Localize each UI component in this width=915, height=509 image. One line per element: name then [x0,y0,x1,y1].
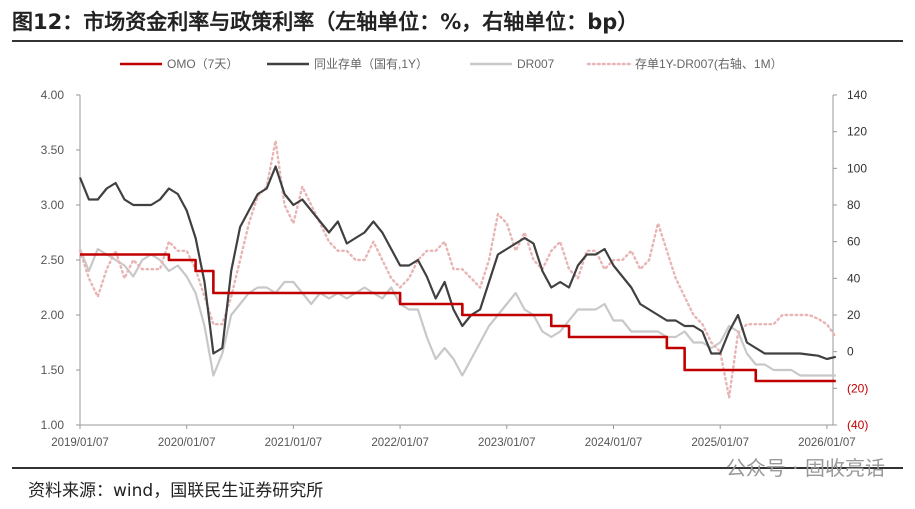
right-tick-label: 40 [847,271,861,285]
right-tick-label: (20) [847,381,868,395]
x-tick-label: 2022/01/07 [371,437,429,449]
series-lines [78,139,837,399]
legend-label-3: 存单1Y-DR007(右轴、1M） [635,56,783,71]
watermark: 公众号 · 固收亮话 [725,456,885,480]
right-tick-label: 120 [847,125,867,139]
legend-label-1: 同业存单（国有,1Y） [314,57,428,71]
x-tick-label: 2025/01/07 [691,437,749,449]
left-tick-label: 3.50 [41,143,65,157]
source-divider [12,467,903,469]
right-tick-label: 140 [847,88,867,102]
x-tick-label: 2019/01/07 [51,437,109,449]
left-tick-label: 4.00 [41,88,65,102]
right-tick-label: (40) [847,418,868,432]
x-tick-label: 2026/01/07 [798,437,856,449]
series-line-1 [78,165,837,361]
legend-label-2: DR007 [517,57,555,71]
left-tick-label: 1.00 [41,418,65,432]
left-tick-label: 2.00 [41,308,65,322]
left-tick-label: 3.00 [41,198,65,212]
x-tick-label: 2023/01/07 [478,437,536,449]
series-line-0 [80,253,836,383]
legend-label-0: OMO（7天） [167,57,238,71]
series-line-2 [78,247,836,377]
x-tick-label: 2020/01/07 [158,437,216,449]
right-tick-label: 80 [847,198,861,212]
right-tick-label: 20 [847,308,861,322]
left-tick-label: 2.50 [41,253,65,267]
right-tick-label: 0 [847,345,854,359]
right-tick-label: 60 [847,235,861,249]
axes: 1.00 1.50 2.00 2.50 3.00 3.50 4.00 (40) (20) 0 20 4… [41,88,869,449]
chart-title: 图12：市场资金利率与政策利率（左轴单位：%，右轴单位：bp） [12,10,639,34]
right-tick-label: 100 [847,161,867,175]
title-divider [12,40,903,42]
source-note: 资料来源：wind，国联民生证券研究所 [28,481,324,501]
series-line-3 [78,139,837,399]
x-tick-label: 2021/01/07 [265,437,323,449]
legend: OMO（7天） 同业存单（国有,1Y） DR007 存单1Y-DR007(右轴、1M） [120,56,783,71]
left-tick-label: 1.50 [41,363,65,377]
x-tick-label: 2024/01/07 [585,437,643,449]
